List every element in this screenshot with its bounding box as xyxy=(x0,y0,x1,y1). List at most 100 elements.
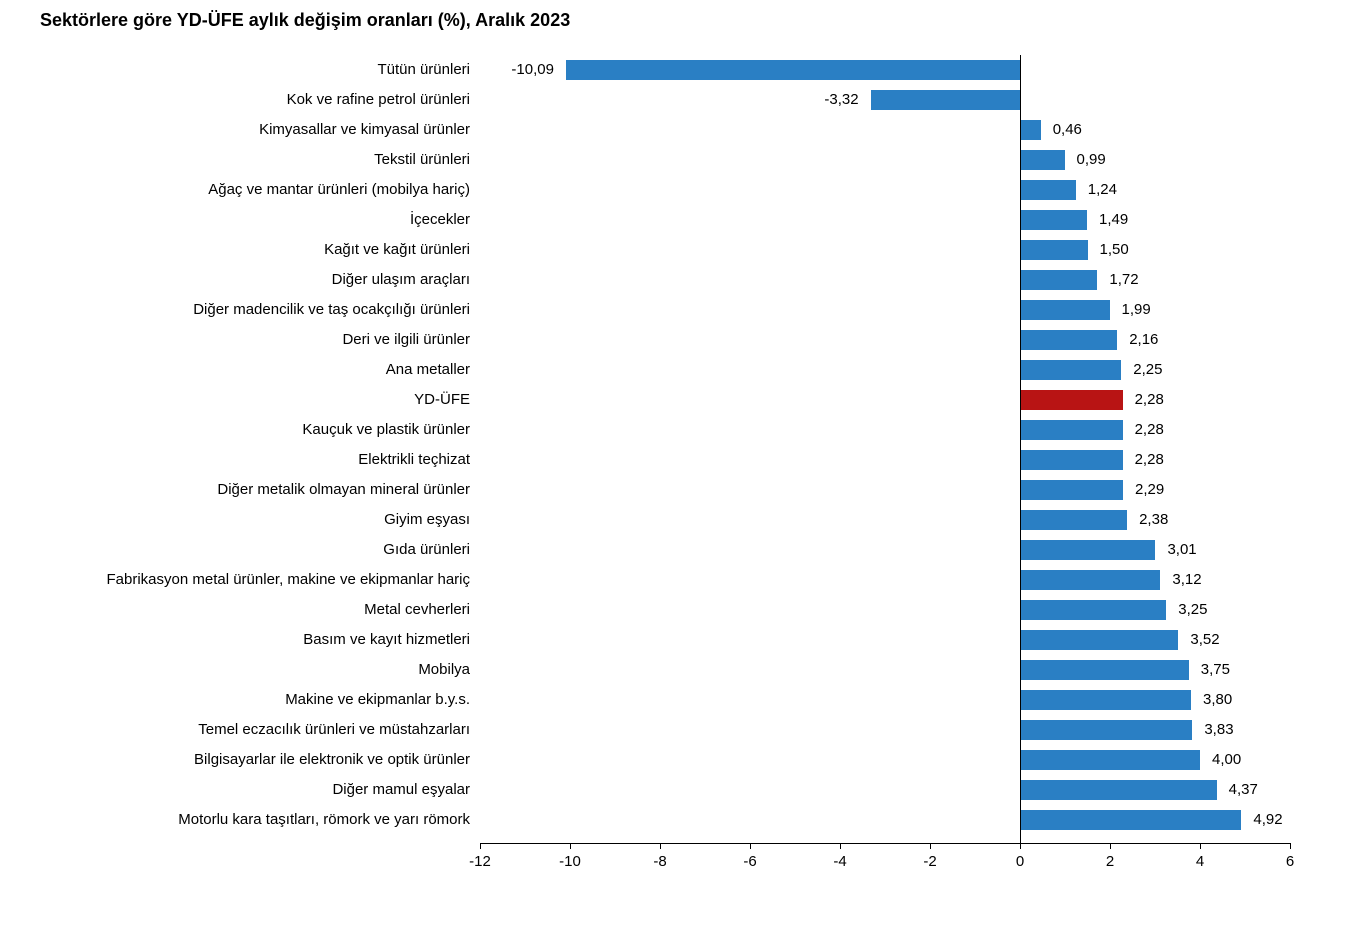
value-label: 1,49 xyxy=(1099,211,1128,228)
x-tick-label: 6 xyxy=(1286,853,1294,870)
x-tick xyxy=(1290,843,1291,849)
x-tick xyxy=(930,843,931,849)
category-label: Basım ve kayıt hizmetleri xyxy=(303,631,470,648)
bar xyxy=(1020,420,1123,440)
bar xyxy=(1020,120,1041,140)
category-label: Diğer metalik olmayan mineral ürünler xyxy=(217,481,470,498)
value-label: 2,28 xyxy=(1135,391,1164,408)
bar xyxy=(1020,810,1241,830)
x-tick-label: -2 xyxy=(923,853,936,870)
x-tick xyxy=(750,843,751,849)
x-tick xyxy=(660,843,661,849)
bar xyxy=(1020,660,1189,680)
category-label: İçecekler xyxy=(410,211,470,228)
category-label: Motorlu kara taşıtları, römork ve yarı r… xyxy=(178,811,470,828)
category-label: Ağaç ve mantar ürünleri (mobilya hariç) xyxy=(208,181,470,198)
category-label: Fabrikasyon metal ürünler, makine ve eki… xyxy=(107,571,471,588)
category-label: Bilgisayarlar ile elektronik ve optik ür… xyxy=(194,751,470,768)
bar xyxy=(1020,630,1178,650)
value-label: 1,72 xyxy=(1109,271,1138,288)
x-tick xyxy=(1110,843,1111,849)
value-label: 2,16 xyxy=(1129,331,1158,348)
value-label: 2,38 xyxy=(1139,511,1168,528)
category-label: Tütün ürünleri xyxy=(377,61,470,78)
bar xyxy=(1020,270,1097,290)
bar xyxy=(1020,450,1123,470)
value-label: 2,29 xyxy=(1135,481,1164,498)
category-label: Diğer ulaşım araçları xyxy=(332,271,470,288)
bar xyxy=(1020,750,1200,770)
value-label: 4,00 xyxy=(1212,751,1241,768)
bar xyxy=(871,90,1020,110)
category-label: Kimyasallar ve kimyasal ürünler xyxy=(259,121,470,138)
value-label: 3,83 xyxy=(1204,721,1233,738)
x-tick-label: 4 xyxy=(1196,853,1204,870)
category-label: Temel eczacılık ürünleri ve müstahzarlar… xyxy=(198,721,470,738)
value-label: 3,25 xyxy=(1178,601,1207,618)
bar xyxy=(1020,600,1166,620)
category-label: Tekstil ürünleri xyxy=(374,151,470,168)
x-tick-label: 2 xyxy=(1106,853,1114,870)
category-label: Diğer mamul eşyalar xyxy=(332,781,470,798)
value-label: 3,52 xyxy=(1190,631,1219,648)
x-tick-label: -8 xyxy=(653,853,666,870)
category-label: Giyim eşyası xyxy=(384,511,470,528)
x-tick-label: 0 xyxy=(1016,853,1024,870)
x-tick-label: -6 xyxy=(743,853,756,870)
value-label: 4,92 xyxy=(1253,811,1282,828)
value-label: 3,80 xyxy=(1203,691,1232,708)
value-label: -3,32 xyxy=(824,91,858,108)
bar xyxy=(566,60,1020,80)
x-tick-label: -10 xyxy=(559,853,581,870)
bar xyxy=(1020,150,1065,170)
bar xyxy=(1020,720,1192,740)
category-label: Kağıt ve kağıt ürünleri xyxy=(324,241,470,258)
value-label: 0,46 xyxy=(1053,121,1082,138)
bar xyxy=(1020,240,1088,260)
bar xyxy=(1020,180,1076,200)
category-label: YD-ÜFE xyxy=(414,391,470,408)
category-label: Makine ve ekipmanlar b.y.s. xyxy=(285,691,470,708)
bar xyxy=(1020,780,1217,800)
value-label: 1,50 xyxy=(1100,241,1129,258)
category-label: Elektrikli teçhizat xyxy=(358,451,470,468)
value-label: 2,28 xyxy=(1135,451,1164,468)
x-tick xyxy=(570,843,571,849)
value-label: 3,12 xyxy=(1172,571,1201,588)
bar xyxy=(1020,570,1160,590)
category-label: Ana metaller xyxy=(386,361,470,378)
bar xyxy=(1020,690,1191,710)
x-axis-line xyxy=(480,843,1290,844)
category-label: Gıda ürünleri xyxy=(383,541,470,558)
value-label: 1,24 xyxy=(1088,181,1117,198)
bar xyxy=(1020,300,1110,320)
category-label: Mobilya xyxy=(418,661,470,678)
value-label: 3,75 xyxy=(1201,661,1230,678)
value-label: 2,28 xyxy=(1135,421,1164,438)
value-label: 2,25 xyxy=(1133,361,1162,378)
category-label: Kauçuk ve plastik ürünler xyxy=(302,421,470,438)
x-tick xyxy=(1020,843,1021,849)
x-tick-label: -12 xyxy=(469,853,491,870)
x-tick xyxy=(840,843,841,849)
bar xyxy=(1020,360,1121,380)
value-label: 0,99 xyxy=(1077,151,1106,168)
category-label: Deri ve ilgili ürünler xyxy=(342,331,470,348)
plot-area: Tütün ürünleri-10,09Kok ve rafine petrol… xyxy=(480,55,1290,867)
value-label: 4,37 xyxy=(1229,781,1258,798)
category-label: Kok ve rafine petrol ürünleri xyxy=(287,91,470,108)
chart-container: Sektörlere göre YD-ÜFE aylık değişim ora… xyxy=(0,0,1357,937)
bar xyxy=(1020,210,1087,230)
bar xyxy=(1020,540,1155,560)
value-label: -10,09 xyxy=(511,61,554,78)
x-tick-label: -4 xyxy=(833,853,846,870)
value-label: 1,99 xyxy=(1122,301,1151,318)
x-tick xyxy=(480,843,481,849)
y-axis-zero-line xyxy=(1020,55,1021,843)
chart-title: Sektörlere göre YD-ÜFE aylık değişim ora… xyxy=(40,10,570,31)
bar-highlight xyxy=(1020,390,1123,410)
bar xyxy=(1020,330,1117,350)
value-label: 3,01 xyxy=(1167,541,1196,558)
bar xyxy=(1020,480,1123,500)
category-label: Metal cevherleri xyxy=(364,601,470,618)
